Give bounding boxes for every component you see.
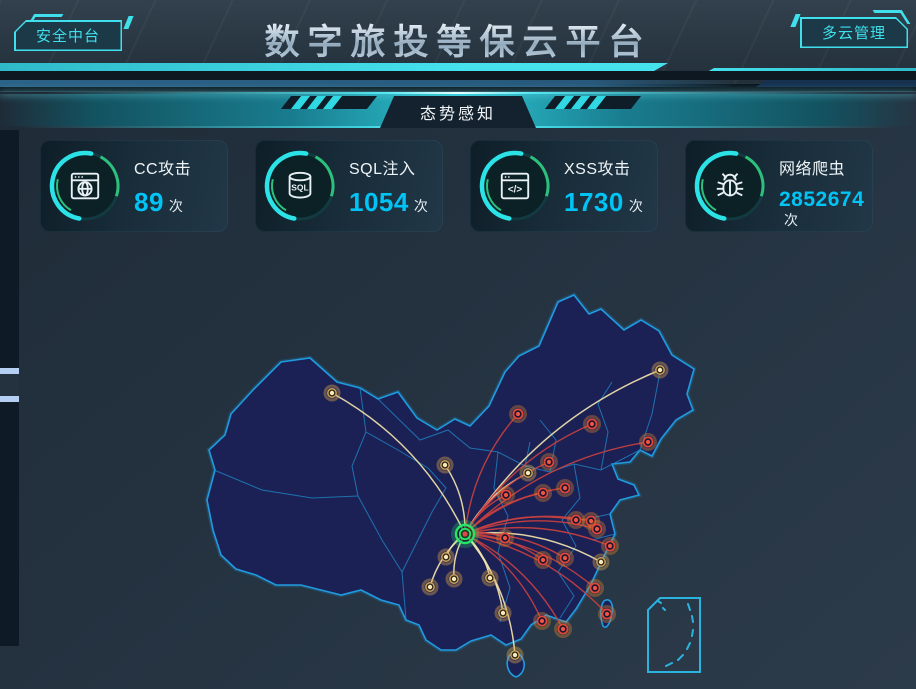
- progress-ring-icon: [264, 150, 336, 222]
- china-map-outline: [204, 292, 697, 678]
- attack-line: [464, 533, 543, 622]
- attack-target-marker: [323, 384, 341, 402]
- stat-card-cc-attack: CC攻击 89 次: [40, 140, 228, 232]
- stat-unit: 次: [168, 198, 183, 214]
- progress-ring-icon: [479, 150, 551, 222]
- attack-source-marker: [451, 520, 479, 548]
- stat-card-web-crawler: 网络爬虫 2852674次: [685, 140, 873, 232]
- attack-target-marker: [540, 453, 558, 471]
- security-platform-button[interactable]: 安全中台: [14, 20, 122, 51]
- header: 安全中台 数字旅投等保云平台 多云管理: [0, 0, 916, 87]
- attack-target-marker: [509, 405, 527, 423]
- attack-target-marker: [494, 604, 512, 622]
- stat-label: CC攻击: [134, 161, 192, 178]
- attack-target-marker: [586, 579, 604, 597]
- chevron-decoration-icon: [544, 96, 642, 109]
- banner-glow-line: [0, 92, 916, 94]
- progress-ring-icon: [49, 150, 121, 222]
- attack-target-marker: [639, 433, 657, 451]
- stat-label: 网络爬虫: [779, 161, 846, 178]
- attack-target-marker: [506, 646, 524, 664]
- attack-target-marker: [588, 520, 606, 538]
- attack-target-marker: [556, 479, 574, 497]
- attack-line: [464, 532, 566, 559]
- stat-label: XSS攻击: [564, 161, 631, 178]
- attack-lines: [331, 369, 661, 656]
- attack-target-marker: [534, 484, 552, 502]
- strip-bar-icon: [0, 368, 19, 374]
- attack-target-marker: [496, 529, 514, 547]
- situation-awareness-banner: 态势感知: [0, 91, 916, 128]
- attack-target-marker: [592, 553, 610, 571]
- stat-unit: 次: [628, 198, 643, 214]
- attack-target-marker: [481, 569, 499, 587]
- attack-target-marker: [567, 511, 585, 529]
- attack-target-marker: [556, 549, 574, 567]
- browser-globe-icon: [70, 172, 100, 200]
- attack-line: [464, 526, 611, 547]
- attack-line: [464, 441, 649, 535]
- page-title: 数字旅投等保云平台: [0, 14, 916, 65]
- header-divider: [0, 84, 916, 91]
- multicloud-management-button[interactable]: 多云管理: [800, 17, 908, 48]
- security-platform-button-label: 安全中台: [15, 21, 121, 50]
- attack-target-marker: [497, 486, 515, 504]
- attack-line: [464, 413, 519, 535]
- attack-markers: [323, 361, 669, 664]
- attack-stats-row: CC攻击 89 次 SQL SQL注入 10: [40, 140, 873, 232]
- header-stripe: [0, 80, 740, 87]
- stat-value: 1730: [564, 187, 624, 217]
- south-china-sea-inset: [647, 597, 701, 673]
- attack-target-marker: [445, 570, 463, 588]
- stat-value: 2852674: [779, 188, 865, 211]
- attack-target-marker: [437, 548, 455, 566]
- header-stripe: [0, 63, 668, 71]
- attack-target-marker: [651, 361, 669, 379]
- left-edge-decoration: [0, 130, 19, 646]
- database-icon: SQL: [288, 171, 312, 199]
- attack-target-marker: [519, 464, 537, 482]
- attack-target-marker: [583, 415, 601, 433]
- attack-target-marker: [601, 537, 619, 555]
- stat-value: 89: [134, 187, 164, 217]
- header-stripe: [0, 71, 916, 80]
- header-stripe: [756, 80, 916, 87]
- nine-dash-line: [657, 600, 694, 667]
- svg-text:</>: </>: [508, 185, 523, 196]
- stat-value: 1054: [349, 187, 409, 217]
- stat-card-xss-attack: </> XSS攻击 1730 次: [470, 140, 658, 232]
- multicloud-management-button-label: 多云管理: [802, 19, 907, 47]
- attack-line: [464, 533, 564, 630]
- attack-target-marker: [421, 578, 439, 596]
- attack-target-marker: [598, 605, 616, 623]
- province-borders: [213, 371, 661, 623]
- stat-unit: 次: [413, 198, 428, 214]
- svg-text:SQL: SQL: [291, 183, 308, 193]
- attack-target-marker: [436, 456, 454, 474]
- attack-line: [464, 520, 598, 535]
- code-window-icon: </>: [500, 172, 530, 200]
- attack-line: [464, 533, 596, 589]
- stat-unit: 次: [784, 212, 798, 229]
- bug-icon: [716, 173, 744, 197]
- attack-target-marker: [554, 620, 572, 638]
- attack-target-marker: [582, 512, 600, 530]
- chevron-decoration-icon: [280, 96, 378, 109]
- attack-line: [331, 392, 466, 535]
- attack-line: [464, 533, 516, 656]
- strip-bar-icon: [0, 396, 19, 402]
- stat-label: SQL注入: [349, 161, 416, 178]
- tab-situation-awareness[interactable]: 态势感知: [380, 96, 536, 128]
- attack-target-marker: [534, 551, 552, 569]
- stat-card-sql-injection: SQL SQL注入 1054 次: [255, 140, 443, 232]
- attack-target-marker: [533, 612, 551, 630]
